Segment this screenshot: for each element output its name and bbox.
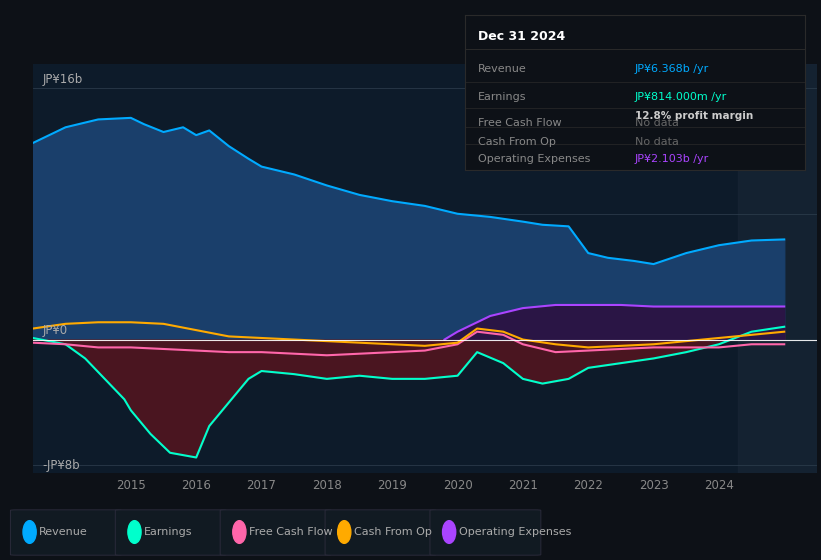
Text: Earnings: Earnings xyxy=(479,92,527,102)
Text: JP¥6.368b /yr: JP¥6.368b /yr xyxy=(635,64,709,74)
Text: Earnings: Earnings xyxy=(144,527,193,537)
Ellipse shape xyxy=(128,521,141,543)
Text: Free Cash Flow: Free Cash Flow xyxy=(249,527,333,537)
Text: Revenue: Revenue xyxy=(479,64,527,74)
Text: Dec 31 2024: Dec 31 2024 xyxy=(479,30,566,44)
Text: Cash From Op: Cash From Op xyxy=(479,137,556,147)
FancyBboxPatch shape xyxy=(115,510,227,555)
Ellipse shape xyxy=(23,521,36,543)
Text: 12.8% profit margin: 12.8% profit margin xyxy=(635,111,753,121)
FancyBboxPatch shape xyxy=(325,510,436,555)
FancyBboxPatch shape xyxy=(11,510,122,555)
FancyBboxPatch shape xyxy=(430,510,541,555)
FancyBboxPatch shape xyxy=(220,510,331,555)
Text: Revenue: Revenue xyxy=(39,527,88,537)
Text: Free Cash Flow: Free Cash Flow xyxy=(479,119,562,128)
Ellipse shape xyxy=(233,521,246,543)
Bar xyxy=(738,64,817,473)
Text: -JP¥8b: -JP¥8b xyxy=(43,459,80,472)
Text: No data: No data xyxy=(635,119,678,128)
Text: JP¥0: JP¥0 xyxy=(43,324,68,337)
Text: JP¥2.103b /yr: JP¥2.103b /yr xyxy=(635,154,709,164)
Text: Cash From Op: Cash From Op xyxy=(354,527,432,537)
Text: No data: No data xyxy=(635,137,678,147)
Ellipse shape xyxy=(337,521,351,543)
Ellipse shape xyxy=(443,521,456,543)
Text: Operating Expenses: Operating Expenses xyxy=(479,154,590,164)
Text: Operating Expenses: Operating Expenses xyxy=(459,527,571,537)
Text: JP¥16b: JP¥16b xyxy=(43,73,83,86)
Text: JP¥814.000m /yr: JP¥814.000m /yr xyxy=(635,92,727,102)
